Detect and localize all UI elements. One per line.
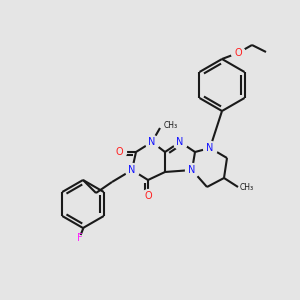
Text: CH₃: CH₃: [164, 122, 178, 130]
Text: N: N: [188, 165, 196, 175]
Text: F: F: [77, 233, 83, 243]
Text: CH₃: CH₃: [240, 182, 254, 191]
Text: O: O: [234, 48, 242, 58]
Text: N: N: [128, 165, 136, 175]
Text: N: N: [206, 143, 214, 153]
Text: O: O: [115, 147, 123, 157]
Text: O: O: [144, 191, 152, 201]
Text: N: N: [176, 137, 184, 147]
Text: N: N: [148, 137, 156, 147]
